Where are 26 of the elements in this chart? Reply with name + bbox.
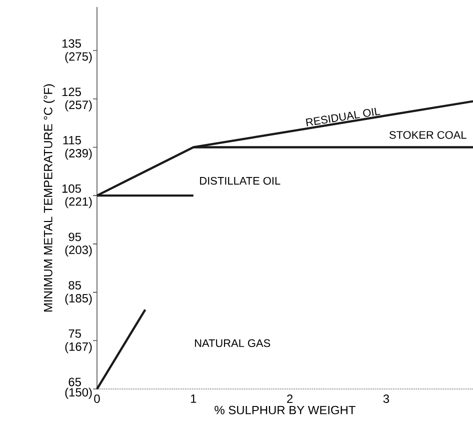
- y-tick-label: 115: [63, 136, 81, 144]
- y-tick-label: 65: [68, 378, 81, 386]
- annotation: DISTILLATE OIL: [200, 176, 280, 185]
- x-axis-title: % SULPHUR BY WEIGHT: [214, 406, 356, 414]
- y-tick-label: 125: [62, 88, 81, 96]
- x-tick-label: 2: [287, 394, 293, 403]
- y-tick-label: 105: [62, 184, 81, 193]
- y-tick-label: 95: [68, 232, 81, 242]
- y-axis-title: MINIMUM METAL TEMPERATURE °C (°F): [44, 84, 55, 312]
- y-tick-label: 85: [68, 281, 81, 290]
- annotation: RESIDUAL OIL: [306, 108, 380, 126]
- y2-tick-label: (221): [65, 197, 92, 208]
- y-tick-label: 135: [62, 39, 81, 48]
- x-tick-label: 1: [190, 394, 196, 403]
- y2-tick-label: (185): [65, 294, 92, 305]
- x-tick-label: 0: [94, 394, 100, 403]
- y2-tick-label: (257): [65, 100, 92, 112]
- y-tick-label: 75: [68, 329, 81, 338]
- y2-tick-label: (150): [65, 388, 92, 399]
- x-tick-label: 3: [383, 394, 390, 403]
- annotation: NATURAL GAS: [195, 339, 270, 348]
- y2-tick-label: (167): [65, 342, 92, 354]
- annotation: STOKER COAL: [390, 131, 466, 139]
- y2-tick-label: (275): [65, 52, 92, 64]
- y2-tick-label: (203): [65, 245, 92, 256]
- y2-tick-label: (239): [65, 148, 92, 160]
